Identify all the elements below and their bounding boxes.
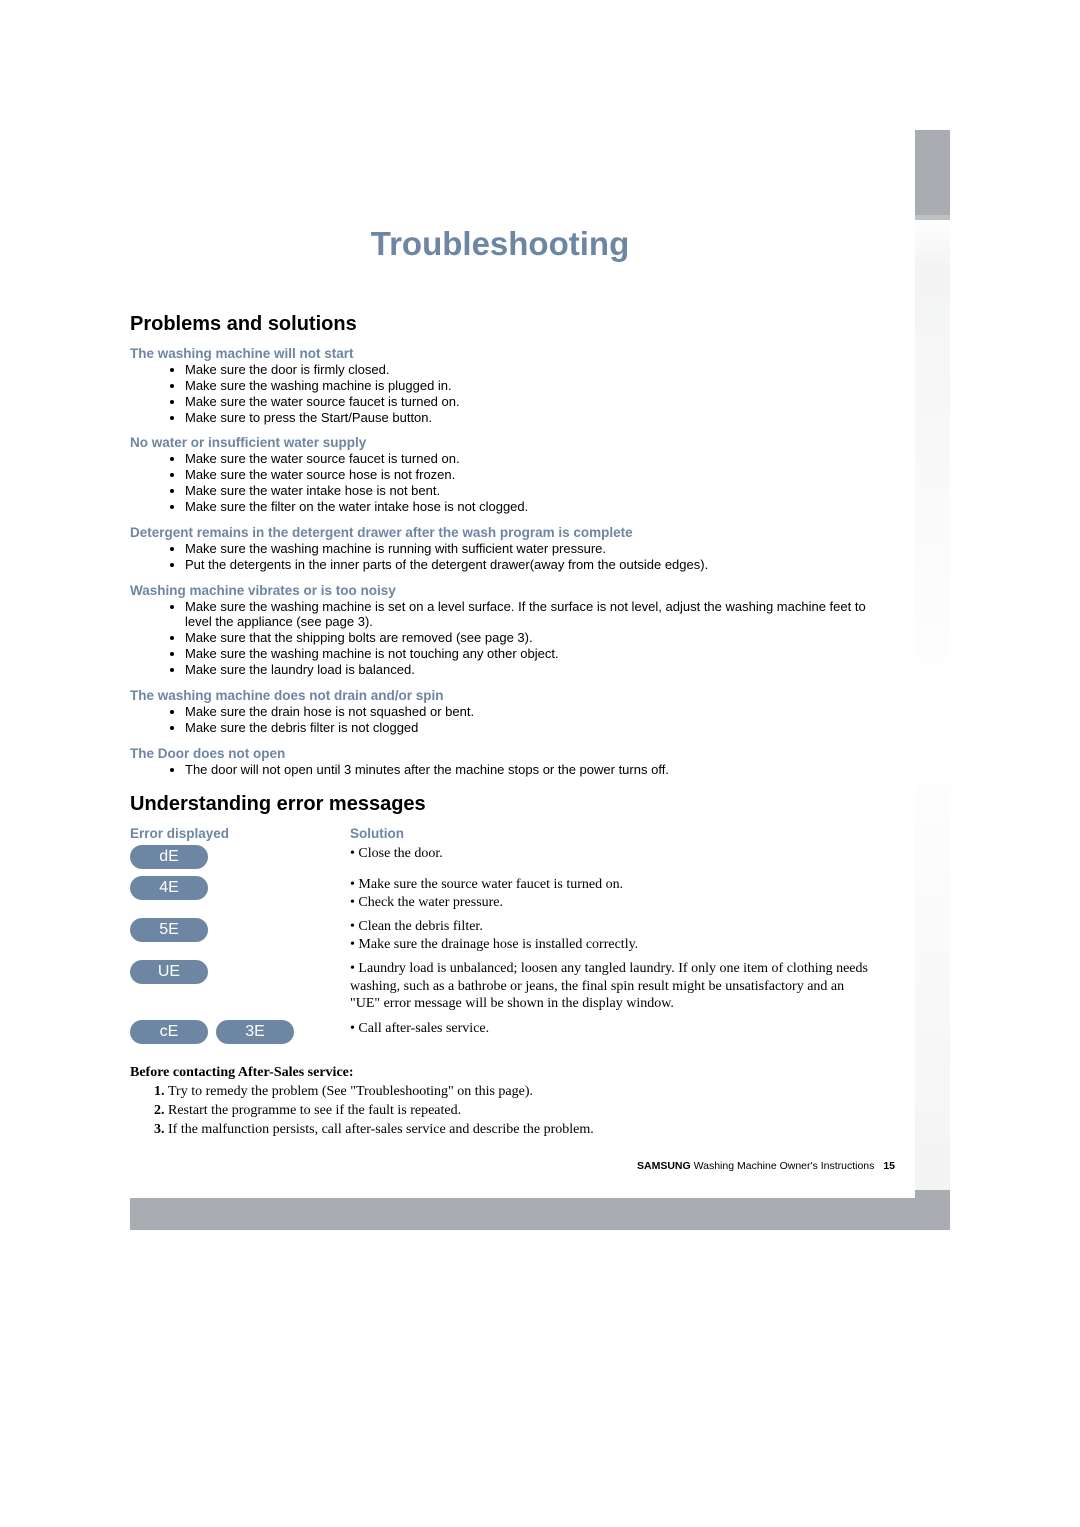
error-solution-cell: Clean the debris filter.Make sure the dr…: [350, 918, 870, 960]
problem-bullets: Make sure the washing machine is set on …: [185, 599, 870, 678]
error-solution-cell: Make sure the source water faucet is tur…: [350, 876, 870, 918]
frame-side: [915, 215, 950, 1230]
error-solution-list: Call after-sales service.: [350, 1020, 870, 1038]
footer-page-number: 15: [883, 1160, 895, 1172]
problem-bullet: Make sure the filter on the water intake…: [185, 499, 870, 515]
error-solution-item: Close the door.: [350, 845, 870, 863]
error-solution-item: Call after-sales service.: [350, 1020, 870, 1038]
before-steps: 1. Try to remedy the problem (See "Troub…: [130, 1083, 870, 1140]
problem-bullets: Make sure the washing machine is running…: [185, 541, 870, 573]
problem-heading: The Door does not open: [130, 746, 870, 761]
error-solution-item: Make sure the source water faucet is tur…: [350, 876, 870, 894]
error-solution-cell: Call after-sales service.: [350, 1020, 870, 1051]
problem-bullet: Make sure the water source faucet is tur…: [185, 451, 870, 467]
error-solution-list: Clean the debris filter.Make sure the dr…: [350, 918, 870, 953]
problem-bullets: Make sure the door is firmly closed.Make…: [185, 362, 870, 425]
error-solution-item: Clean the debris filter.: [350, 918, 870, 936]
before-step-number: 3.: [154, 1122, 168, 1137]
error-col-solution: Solution: [350, 826, 870, 845]
error-code-badge: 3E: [216, 1020, 294, 1044]
error-row: 5E Clean the debris filter.Make sure the …: [130, 918, 870, 960]
error-table: Error displayed Solution dE Close the doo…: [130, 826, 870, 1051]
error-code-badge: 5E: [130, 918, 208, 942]
error-codes-cell: 4E: [130, 876, 350, 918]
error-row: dE Close the door.: [130, 845, 870, 876]
error-solution-list: Laundry load is unbalanced; loosen any t…: [350, 960, 870, 1013]
before-step-number: 1.: [154, 1084, 168, 1099]
problem-bullet: Make sure to press the Start/Pause butto…: [185, 410, 870, 426]
problem-heading: Washing machine vibrates or is too noisy: [130, 583, 870, 598]
problem-bullet: Make sure the drain hose is not squashed…: [185, 704, 870, 720]
problem-bullet: Make sure the washing machine is not tou…: [185, 646, 870, 662]
problem-bullet: Make sure the water source hose is not f…: [185, 467, 870, 483]
frame-bottom: [130, 1198, 950, 1230]
error-solution-cell: Close the door.: [350, 845, 870, 876]
footer-brand: SAMSUNG: [637, 1160, 691, 1172]
footer-text: Washing Machine Owner's Instructions: [694, 1160, 875, 1172]
before-heading: Before contacting After-Sales service:: [130, 1065, 870, 1081]
error-codes-cell: dE: [130, 845, 350, 876]
problem-bullets: Make sure the water source faucet is tur…: [185, 451, 870, 514]
section-problems-heading: Problems and solutions: [130, 313, 870, 336]
problem-bullet: Make sure the laundry load is balanced.: [185, 662, 870, 678]
error-codes-cell: UE: [130, 960, 350, 1020]
problem-heading: The washing machine will not start: [130, 346, 870, 361]
problem-bullet: Make sure the washing machine is running…: [185, 541, 870, 557]
problem-bullet: Put the detergents in the inner parts of…: [185, 557, 870, 573]
before-step-text: Try to remedy the problem (See "Troubles…: [168, 1084, 533, 1099]
error-solution-list: Close the door.: [350, 845, 870, 863]
page-footer: SAMSUNG Washing Machine Owner's Instruct…: [637, 1160, 895, 1172]
problem-bullet: Make sure the washing machine is plugged…: [185, 378, 870, 394]
error-solution-list: Make sure the source water faucet is tur…: [350, 876, 870, 911]
error-row: cE 3E Call after-sales service.: [130, 1020, 870, 1051]
problem-bullets: The door will not open until 3 minutes a…: [185, 762, 870, 778]
before-step-text: Restart the programme to see if the faul…: [168, 1103, 461, 1118]
problem-bullet: Make sure the door is firmly closed.: [185, 362, 870, 378]
error-solution-item: Laundry load is unbalanced; loosen any t…: [350, 960, 870, 1013]
frame-corner: [915, 130, 950, 220]
error-row: 4E Make sure the source water faucet is t…: [130, 876, 870, 918]
error-codes-cell: cE 3E: [130, 1020, 350, 1051]
problem-heading: The washing machine does not drain and/o…: [130, 688, 870, 703]
problem-heading: No water or insufficient water supply: [130, 435, 870, 450]
error-solution-item: Make sure the drainage hose is installed…: [350, 936, 870, 954]
page-title: Troubleshooting: [130, 225, 870, 263]
problem-bullet: Make sure the debris filter is not clogg…: [185, 720, 870, 736]
problem-bullet: Make sure the water source faucet is tur…: [185, 394, 870, 410]
problem-bullet: The door will not open until 3 minutes a…: [185, 762, 870, 778]
problem-bullet: Make sure that the shipping bolts are re…: [185, 630, 870, 646]
error-codes-cell: 5E: [130, 918, 350, 960]
problem-bullets: Make sure the drain hose is not squashed…: [185, 704, 870, 736]
before-step: 3. If the malfunction persists, call aft…: [154, 1121, 870, 1140]
error-code-badge: cE: [130, 1020, 208, 1044]
error-col-displayed: Error displayed: [130, 826, 350, 845]
before-step-number: 2.: [154, 1103, 168, 1118]
before-step-text: If the malfunction persists, call after-…: [168, 1122, 594, 1137]
error-code-badge: UE: [130, 960, 208, 984]
before-step: 1. Try to remedy the problem (See "Troub…: [154, 1083, 870, 1102]
page-content: Troubleshooting Problems and solutions T…: [130, 170, 870, 1140]
error-code-badge: 4E: [130, 876, 208, 900]
problems-container: The washing machine will not startMake s…: [130, 346, 870, 777]
error-code-badge: dE: [130, 845, 208, 869]
before-step: 2. Restart the programme to see if the f…: [154, 1102, 870, 1121]
error-row: UE Laundry load is unbalanced; loosen any…: [130, 960, 870, 1020]
section-errors-heading: Understanding error messages: [130, 793, 870, 816]
problem-bullet: Make sure the washing machine is set on …: [185, 599, 870, 631]
error-solution-cell: Laundry load is unbalanced; loosen any t…: [350, 960, 870, 1020]
error-solution-item: Check the water pressure.: [350, 894, 870, 912]
problem-heading: Detergent remains in the detergent drawe…: [130, 525, 870, 540]
problem-bullet: Make sure the water intake hose is not b…: [185, 483, 870, 499]
